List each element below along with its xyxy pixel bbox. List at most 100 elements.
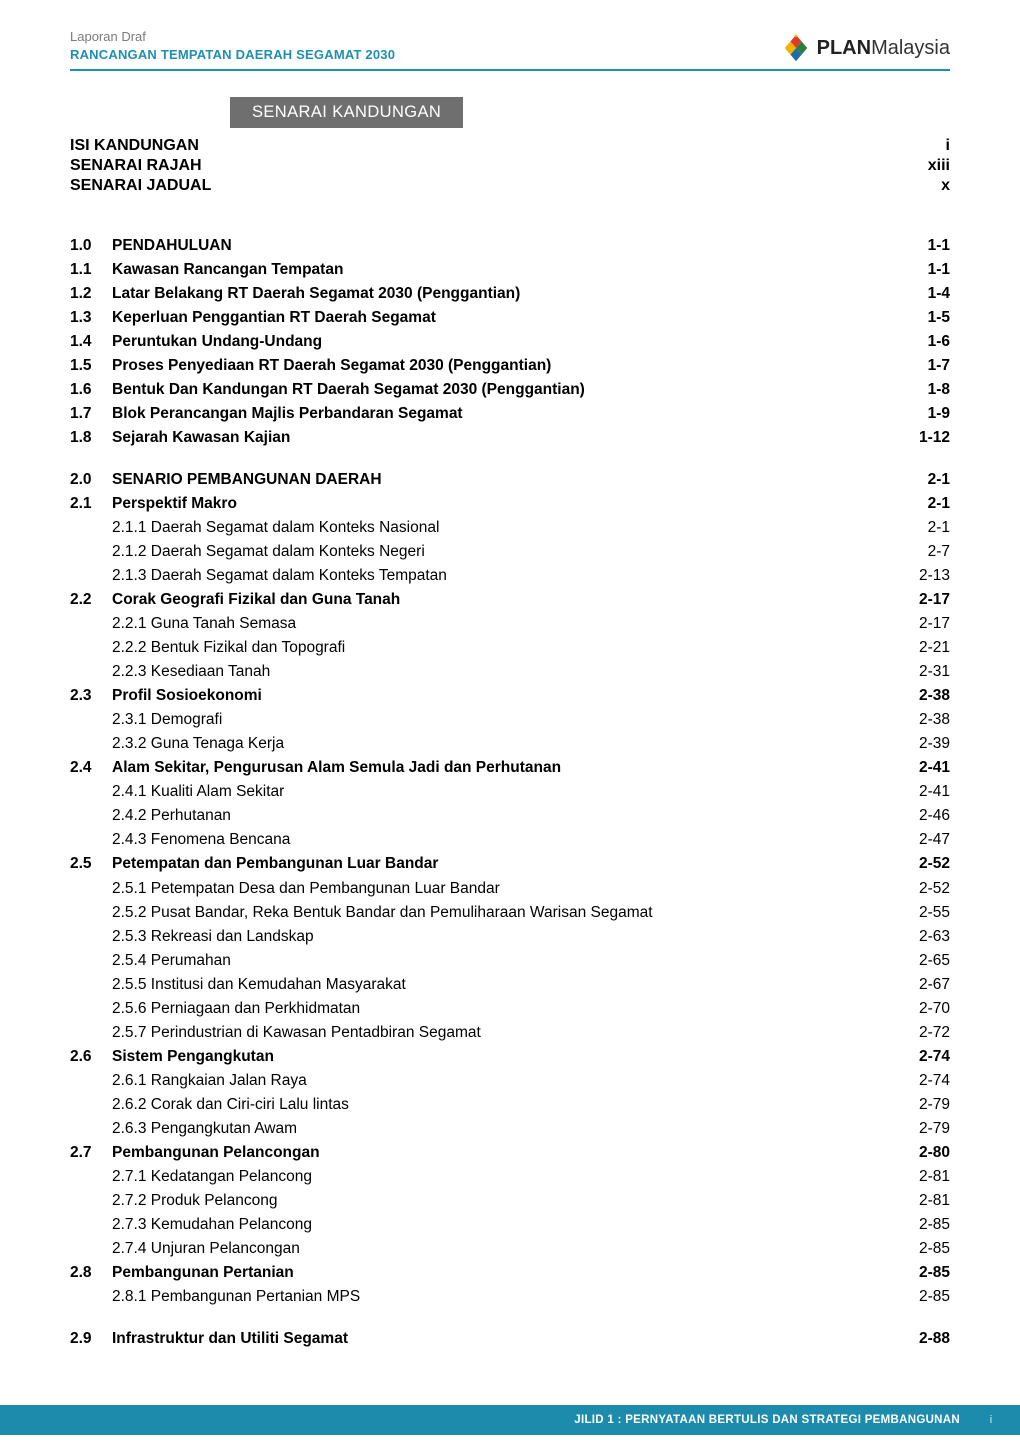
toc-row-page: 2-31 xyxy=(919,660,950,684)
toc-row-page: 2-74 xyxy=(919,1069,950,1093)
toc-row-number: 2.2 xyxy=(70,588,112,612)
document-page: Laporan Draf RANCANGAN TEMPATAN DAERAH S… xyxy=(0,0,1020,1371)
page-footer: JILID 1 : PERNYATAAN BERTULIS DAN STRATE… xyxy=(0,1405,1020,1435)
toc-row-title: Pembangunan Pertanian xyxy=(112,1261,919,1285)
toc-row-page: 2-1 xyxy=(928,492,950,516)
toc-heading-row: 1.2Latar Belakang RT Daerah Segamat 2030… xyxy=(70,282,950,306)
toc-row-page: 1-1 xyxy=(928,234,950,258)
toc-row-number: 1.7 xyxy=(70,402,112,426)
toc-sub-row: 2.3.1 Demografi2-38 xyxy=(70,708,950,732)
toc-sub-row: 2.5.4 Perumahan2-65 xyxy=(70,949,950,973)
toc-row-number: 2.3 xyxy=(70,684,112,708)
toc-row-page: 2-67 xyxy=(919,973,950,997)
toc-row-title: 2.5.2 Pusat Bandar, Reka Bentuk Bandar d… xyxy=(112,901,919,925)
table-of-contents: 1.0PENDAHULUAN1-11.1Kawasan Rancangan Te… xyxy=(70,234,950,1351)
toc-row-page: 2-79 xyxy=(919,1093,950,1117)
toc-row-number: 2.9 xyxy=(70,1327,112,1351)
frontmatter-row: SENARAI RAJAHxiii xyxy=(70,156,950,176)
toc-row-page: 2-38 xyxy=(919,708,950,732)
toc-row-number: 2.7 xyxy=(70,1141,112,1165)
toc-row-title: Perspektif Makro xyxy=(112,492,928,516)
page-header: Laporan Draf RANCANGAN TEMPATAN DAERAH S… xyxy=(70,28,950,67)
toc-row-title: 2.3.2 Guna Tenaga Kerja xyxy=(112,732,919,756)
toc-row-page: 2-63 xyxy=(919,925,950,949)
toc-heading-row: 2.8Pembangunan Pertanian2-85 xyxy=(70,1261,950,1285)
toc-row-page: 2-41 xyxy=(919,780,950,804)
toc-row-title: 2.6.2 Corak dan Ciri-ciri Lalu lintas xyxy=(112,1093,919,1117)
toc-heading-row: 1.7Blok Perancangan Majlis Perbandaran S… xyxy=(70,402,950,426)
toc-row-title: Proses Penyediaan RT Daerah Segamat 2030… xyxy=(112,354,928,378)
toc-row-title: Petempatan dan Pembangunan Luar Bandar xyxy=(112,852,919,876)
toc-heading-row: 1.3Keperluan Penggantian RT Daerah Segam… xyxy=(70,306,950,330)
toc-sub-row: 2.5.5 Institusi dan Kemudahan Masyarakat… xyxy=(70,973,950,997)
toc-row-title: 2.5.5 Institusi dan Kemudahan Masyarakat xyxy=(112,973,919,997)
toc-row-title: 2.7.3 Kemudahan Pelancong xyxy=(112,1213,919,1237)
toc-sub-row: 2.6.1 Rangkaian Jalan Raya2-74 xyxy=(70,1069,950,1093)
toc-sub-row: 2.2.1 Guna Tanah Semasa2-17 xyxy=(70,612,950,636)
toc-row-title: 2.6.3 Pengangkutan Awam xyxy=(112,1117,919,1141)
toc-row-page: 1-8 xyxy=(928,378,950,402)
toc-row-title: 2.4.2 Perhutanan xyxy=(112,804,919,828)
toc-sub-row: 2.4.1 Kualiti Alam Sekitar2-41 xyxy=(70,780,950,804)
toc-row-page: 2-88 xyxy=(919,1327,950,1351)
toc-row-title: 2.1.2 Daerah Segamat dalam Konteks Neger… xyxy=(112,540,928,564)
header-rule xyxy=(70,69,950,71)
toc-row-page: 1-9 xyxy=(928,402,950,426)
toc-row-title: 2.4.1 Kualiti Alam Sekitar xyxy=(112,780,919,804)
toc-row-page: 2-7 xyxy=(928,540,950,564)
toc-sub-row: 2.1.3 Daerah Segamat dalam Konteks Tempa… xyxy=(70,564,950,588)
toc-row-title: 2.3.1 Demografi xyxy=(112,708,919,732)
frontmatter-label: SENARAI JADUAL xyxy=(70,177,211,195)
toc-sub-row: 2.6.2 Corak dan Ciri-ciri Lalu lintas2-7… xyxy=(70,1093,950,1117)
header-left: Laporan Draf RANCANGAN TEMPATAN DAERAH S… xyxy=(70,28,395,63)
toc-row-title: 2.1.1 Daerah Segamat dalam Konteks Nasio… xyxy=(112,516,928,540)
toc-sub-row: 2.6.3 Pengangkutan Awam2-79 xyxy=(70,1117,950,1141)
toc-sub-row: 2.5.3 Rekreasi dan Landskap2-63 xyxy=(70,925,950,949)
toc-row-page: 2-21 xyxy=(919,636,950,660)
toc-heading-row: 1.1Kawasan Rancangan Tempatan1-1 xyxy=(70,258,950,282)
toc-row-page: 2-81 xyxy=(919,1165,950,1189)
toc-row-title: Profil Sosioekonomi xyxy=(112,684,919,708)
toc-row-title: Latar Belakang RT Daerah Segamat 2030 (P… xyxy=(112,282,928,306)
toc-row-title: Keperluan Penggantian RT Daerah Segamat xyxy=(112,306,928,330)
toc-heading-row: 1.8Sejarah Kawasan Kajian1-12 xyxy=(70,426,950,450)
toc-row-title: 2.6.1 Rangkaian Jalan Raya xyxy=(112,1069,919,1093)
frontmatter-row: ISI KANDUNGANi xyxy=(70,136,950,156)
toc-row-number: 1.4 xyxy=(70,330,112,354)
toc-row-title: 2.2.2 Bentuk Fizikal dan Topografi xyxy=(112,636,919,660)
toc-row-title: 2.7.2 Produk Pelancong xyxy=(112,1189,919,1213)
toc-row-title: Corak Geografi Fizikal dan Guna Tanah xyxy=(112,588,919,612)
section-band: SENARAI KANDUNGAN xyxy=(230,97,463,128)
toc-row-number: 2.1 xyxy=(70,492,112,516)
toc-row-page: 2-55 xyxy=(919,901,950,925)
toc-sub-row: 2.4.3 Fenomena Bencana2-47 xyxy=(70,828,950,852)
toc-row-title: Alam Sekitar, Pengurusan Alam Semula Jad… xyxy=(112,756,919,780)
logo-text: PLANMalaysia xyxy=(817,37,950,60)
toc-row-title: Peruntukan Undang-Undang xyxy=(112,330,928,354)
toc-row-title: Pembangunan Pelancongan xyxy=(112,1141,919,1165)
toc-row-page: 2-70 xyxy=(919,997,950,1021)
toc-heading-row: 1.4Peruntukan Undang-Undang1-6 xyxy=(70,330,950,354)
toc-row-page: 1-1 xyxy=(928,258,950,282)
toc-row-title: 2.5.3 Rekreasi dan Landskap xyxy=(112,925,919,949)
toc-row-title: Kawasan Rancangan Tempatan xyxy=(112,258,928,282)
toc-row-title: Bentuk Dan Kandungan RT Daerah Segamat 2… xyxy=(112,378,928,402)
section-gap xyxy=(70,450,950,468)
toc-heading-row: 1.0PENDAHULUAN1-1 xyxy=(70,234,950,258)
toc-sub-row: 2.3.2 Guna Tenaga Kerja2-39 xyxy=(70,732,950,756)
toc-row-page: 2-47 xyxy=(919,828,950,852)
toc-row-title: 2.2.1 Guna Tanah Semasa xyxy=(112,612,919,636)
toc-row-page: 1-6 xyxy=(928,330,950,354)
toc-row-page: 2-80 xyxy=(919,1141,950,1165)
toc-row-number: 2.4 xyxy=(70,756,112,780)
toc-row-title: 2.5.7 Perindustrian di Kawasan Pentadbir… xyxy=(112,1021,919,1045)
toc-sub-row: 2.8.1 Pembangunan Pertanian MPS2-85 xyxy=(70,1285,950,1309)
toc-row-title: 2.5.4 Perumahan xyxy=(112,949,919,973)
toc-row-page: 2-72 xyxy=(919,1021,950,1045)
header-subtitle: Laporan Draf xyxy=(70,28,395,46)
toc-row-page: 1-7 xyxy=(928,354,950,378)
toc-sub-row: 2.1.2 Daerah Segamat dalam Konteks Neger… xyxy=(70,540,950,564)
toc-row-page: 2-52 xyxy=(919,877,950,901)
toc-row-title: 2.7.4 Unjuran Pelancongan xyxy=(112,1237,919,1261)
toc-row-page: 2-1 xyxy=(928,516,950,540)
